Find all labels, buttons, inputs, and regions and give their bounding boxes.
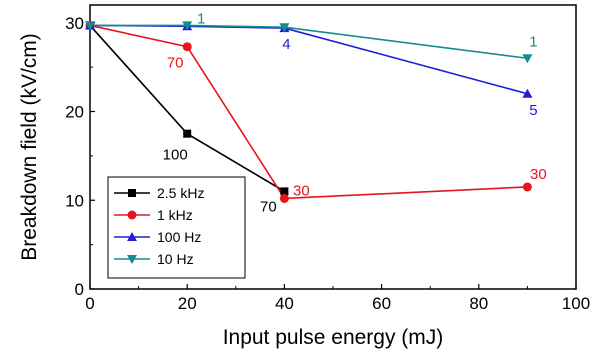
series-line-1-khz bbox=[89, 24, 528, 200]
data-label-10-hz: 1 bbox=[197, 10, 205, 27]
data-point-10-hz bbox=[182, 21, 193, 31]
data-point-100-hz bbox=[522, 88, 533, 98]
data-point-2-5-khz bbox=[280, 187, 289, 196]
legend-label-100-hz: 100 Hz bbox=[157, 229, 201, 245]
data-point-10-hz bbox=[522, 54, 533, 64]
legend-marker-10-hz bbox=[127, 255, 137, 264]
data-point-10-hz bbox=[279, 23, 290, 33]
data-label-2-5-khz: 70 bbox=[260, 198, 277, 215]
axis-ticks: 0 20 40 60 80 100 0 10 20 30 bbox=[65, 14, 590, 313]
data-point-1-khz bbox=[279, 193, 289, 203]
series-line-10-hz bbox=[90, 24, 528, 60]
x-tick-label: 0 bbox=[85, 294, 94, 313]
legend-marker-2-5-khz bbox=[128, 189, 136, 197]
legend-label-2-5-khz: 2.5 kHz bbox=[157, 185, 204, 201]
data-point-2-5-khz bbox=[183, 129, 192, 138]
y-axis-title: Breakdown field (kV/cm) bbox=[18, 33, 41, 261]
y-tick-label: 10 bbox=[65, 191, 84, 210]
y-tick-label: 0 bbox=[75, 280, 84, 299]
point-labels: 100 70 70 30 30 4 5 1 1 bbox=[163, 10, 547, 215]
x-tick-label: 100 bbox=[562, 294, 590, 313]
series-lines bbox=[89, 24, 528, 200]
legend: 2.5 kHz 1 kHz 100 Hz 10 Hz bbox=[107, 176, 246, 279]
legend-label-1-khz: 1 kHz bbox=[157, 207, 193, 223]
y-tick-label: 20 bbox=[65, 103, 84, 122]
data-label-100-hz: 4 bbox=[282, 36, 290, 53]
series-markers bbox=[85, 20, 533, 203]
series-line-100-hz bbox=[89, 24, 528, 95]
data-label-2-5-khz: 100 bbox=[163, 147, 188, 164]
data-label-100-hz: 5 bbox=[529, 102, 537, 119]
legend-items: 2.5 kHz 1 kHz 100 Hz 10 Hz bbox=[114, 185, 204, 267]
x-tick-label: 80 bbox=[469, 294, 488, 313]
y-tick-label: 30 bbox=[65, 14, 84, 33]
legend-marker-100-hz bbox=[127, 232, 137, 241]
x-axis-title: Input pulse energy (mJ) bbox=[223, 326, 444, 349]
x-tick-label: 60 bbox=[372, 294, 391, 313]
x-tick-label: 20 bbox=[178, 294, 197, 313]
data-point-1-khz bbox=[522, 182, 532, 192]
data-point-10-hz bbox=[85, 21, 95, 31]
data-label-1-khz: 70 bbox=[167, 55, 184, 72]
data-label-1-khz: 30 bbox=[530, 166, 547, 183]
legend-marker-1-khz bbox=[127, 210, 137, 220]
x-tick-label: 40 bbox=[275, 294, 294, 313]
legend-label-10-hz: 10 Hz bbox=[157, 251, 194, 267]
data-label-1-khz: 30 bbox=[293, 182, 310, 199]
data-point-1-khz bbox=[182, 42, 192, 52]
data-label-10-hz: 1 bbox=[529, 33, 537, 50]
